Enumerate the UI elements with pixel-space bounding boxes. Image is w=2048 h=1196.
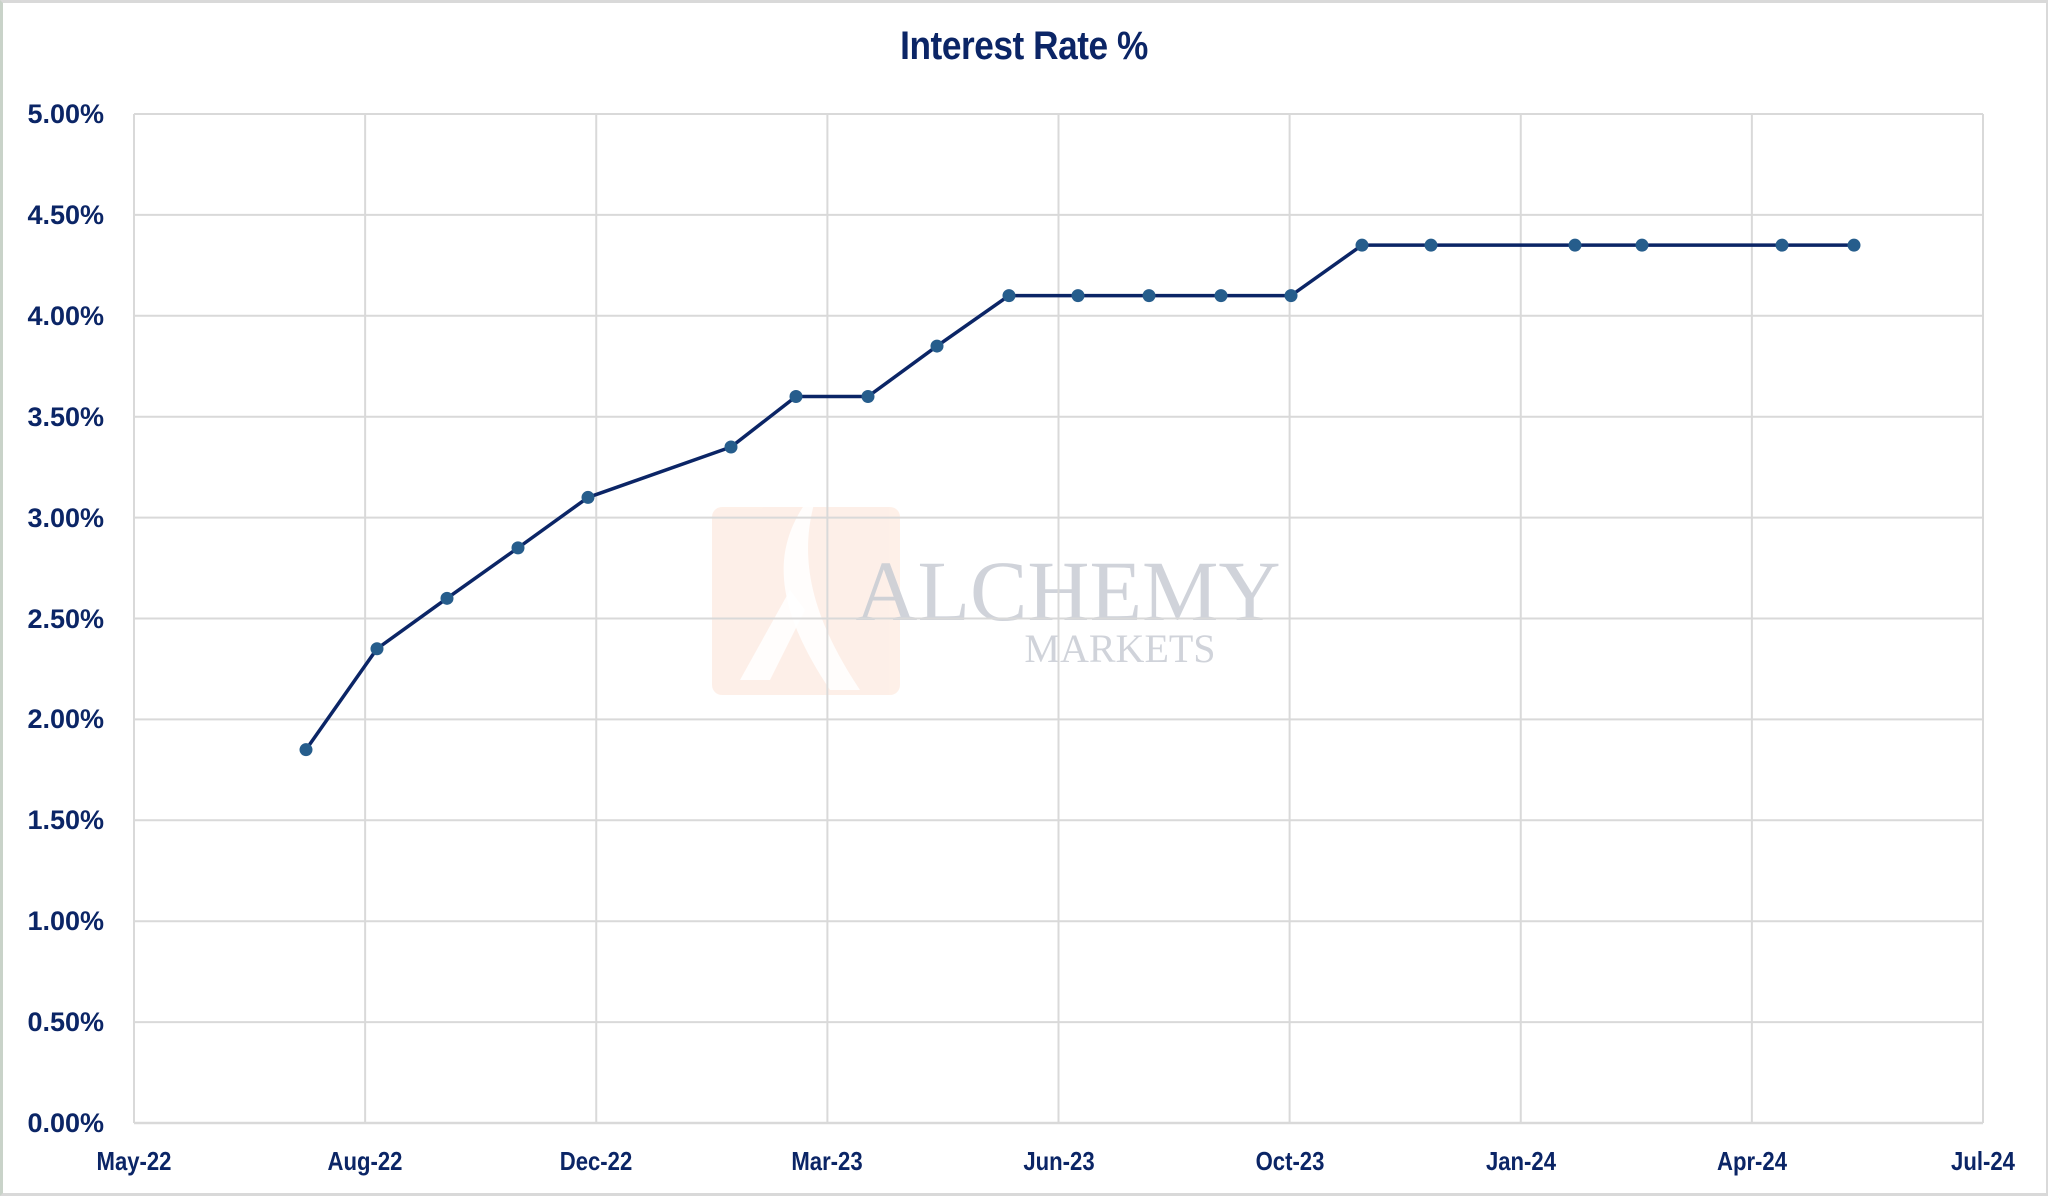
x-tick-label: May-22 [96, 1146, 172, 1176]
y-tick-label: 0.00% [27, 1108, 104, 1138]
y-tick-label: 0.50% [27, 1007, 104, 1038]
data-point-marker [370, 642, 384, 656]
data-point-marker [1214, 289, 1228, 303]
x-tick-label: Aug-22 [327, 1146, 403, 1176]
data-point-marker [440, 591, 454, 605]
y-tick-label: 4.00% [27, 300, 104, 331]
data-point-marker [1635, 238, 1649, 252]
x-tick-label: Dec-22 [560, 1146, 633, 1176]
x-tick-label: Jan-24 [1485, 1146, 1556, 1176]
x-tick-label: Jun-23 [1022, 1146, 1095, 1176]
data-point-marker [1284, 289, 1298, 303]
x-tick-label: Jul-24 [1951, 1146, 2015, 1176]
x-tick-label: Apr-24 [1716, 1146, 1787, 1176]
data-point-marker [1847, 238, 1861, 252]
y-tick-label: 1.00% [27, 906, 104, 937]
y-tick-label: 3.50% [27, 401, 104, 432]
data-point-marker [1142, 289, 1156, 303]
y-tick-label: 4.50% [27, 199, 104, 230]
data-point-marker [511, 541, 525, 555]
data-point-marker [861, 390, 875, 404]
x-tick-label: Mar-23 [791, 1146, 863, 1176]
data-point-marker [1775, 238, 1789, 252]
chart-title: Interest Rate % [900, 24, 1148, 68]
y-tick-label: 1.50% [27, 805, 104, 836]
data-point-marker [789, 390, 803, 404]
data-point-marker [1002, 289, 1016, 303]
series-line [304, 243, 1854, 751]
y-tick-label: 2.00% [27, 704, 104, 735]
y-tick-label: 3.00% [27, 502, 104, 533]
y-tick-label: 2.50% [27, 603, 104, 634]
y-tick-label: 5.00% [27, 99, 104, 129]
data-point-marker [724, 440, 738, 454]
data-point-marker [1424, 238, 1438, 252]
data-point-marker [930, 339, 944, 353]
data-point-marker [581, 490, 595, 504]
data-point-marker [1071, 289, 1085, 303]
data-point-marker [299, 743, 313, 757]
x-tick-label: Oct-23 [1255, 1146, 1325, 1176]
data-point-marker [1568, 238, 1582, 252]
data-point-marker [1355, 238, 1369, 252]
